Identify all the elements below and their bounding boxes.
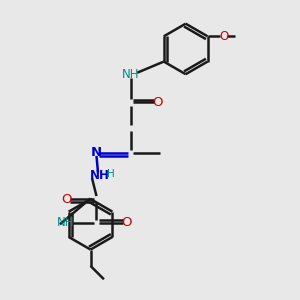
Text: O: O	[121, 216, 131, 229]
Text: NH: NH	[122, 68, 140, 81]
Text: N: N	[91, 146, 102, 160]
Text: NH: NH	[56, 216, 74, 229]
Text: O: O	[61, 193, 72, 206]
Text: NH: NH	[89, 169, 110, 182]
Text: O: O	[152, 96, 163, 109]
Text: O: O	[219, 30, 229, 43]
Text: H: H	[107, 169, 115, 179]
